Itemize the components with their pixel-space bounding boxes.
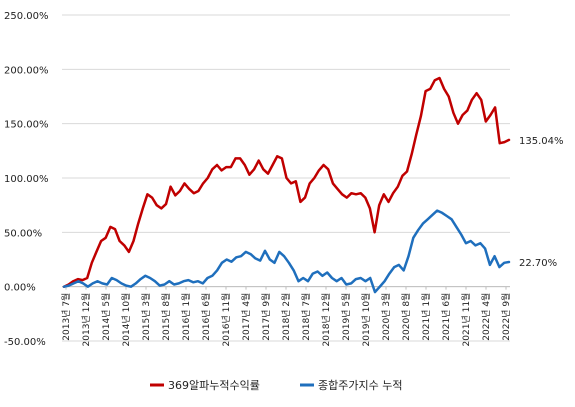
- x-tick-label: 2016년 11월: [220, 293, 232, 347]
- series-lines: [62, 76, 511, 294]
- series-line-2: [62, 209, 511, 294]
- x-tick-label: 2021년 11월: [460, 293, 472, 347]
- x-tick-label: 2016년 6월: [200, 293, 212, 341]
- y-tick-label: 150.00%: [4, 120, 49, 131]
- x-tick-label: 2014년 10월: [120, 293, 132, 347]
- x-tick-label: 2020년 3월: [380, 293, 392, 341]
- x-tick-label: 2016년 1월: [180, 293, 192, 341]
- legend: 369알파누적수익률 종합주가지수 누적: [150, 378, 402, 392]
- end-value-label: 135.04%: [519, 136, 564, 147]
- y-tick-label: 100.00%: [4, 174, 49, 185]
- x-tick-label: 2014년 5월: [100, 293, 112, 341]
- y-tick-label: -50.00%: [4, 337, 46, 348]
- x-axis: 2013년 7월 2013년 12월 2014년 5월 2014년 10월 2015년 …: [60, 286, 512, 347]
- x-tick-label: 2017년 9월: [260, 293, 272, 341]
- x-tick-label: 2019년 5월: [340, 293, 352, 341]
- x-tick-label: 2019년 10월: [360, 293, 372, 347]
- y-tick-label: 250.00%: [4, 11, 49, 22]
- x-tick-label: 2017년 4월: [240, 293, 252, 341]
- x-tick-label: 2021년 1월: [420, 293, 432, 341]
- x-tick-label: 2013년 12월: [80, 293, 92, 347]
- x-tick-label: 2018년 12월: [320, 293, 332, 347]
- x-tick-label: 2015년 8월: [160, 293, 172, 341]
- series-line-1: [62, 76, 511, 288]
- x-tick-label: 2022년 9월: [500, 293, 512, 341]
- end-value-label: 22.70%: [519, 258, 557, 269]
- y-tick-label: 50.00%: [4, 228, 42, 239]
- x-tick-label: 2021년 6월: [440, 293, 452, 341]
- x-tick-label: 2020년 8월: [400, 293, 412, 341]
- x-tick-label: 2015년 3월: [140, 293, 152, 341]
- y-tick-label: 200.00%: [4, 65, 49, 76]
- legend-entry: 종합주가지수 누적: [318, 379, 402, 392]
- x-tick-label: 2018년 2월: [280, 293, 292, 341]
- x-tick-label: 2022년 4월: [480, 293, 492, 341]
- end-labels: 135.04% 22.70%: [519, 136, 564, 269]
- legend-entry: 369알파누적수익률: [168, 378, 260, 392]
- x-tick-label: 2013년 7월: [60, 293, 72, 341]
- y-axis: -50.00% 0.00% 50.00% 100.00% 150.00% 200.00% 2…: [4, 11, 49, 348]
- y-tick-label: 0.00%: [4, 283, 36, 294]
- x-tick-label: 2018년 7월: [300, 293, 312, 341]
